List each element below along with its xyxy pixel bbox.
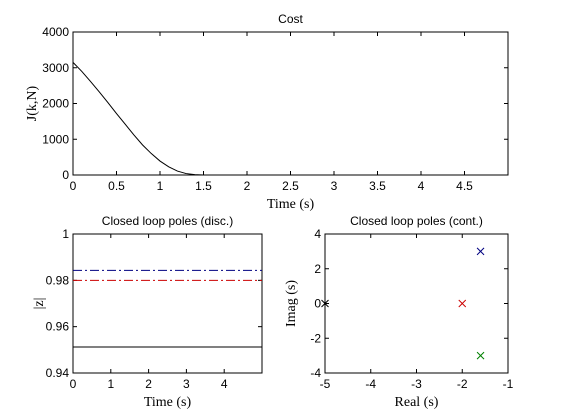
cost-y-tick-label: 4000 bbox=[42, 25, 69, 39]
disc-y-tick-label: 0.94 bbox=[46, 366, 70, 380]
cost-title: Cost bbox=[278, 12, 303, 26]
cont-pole-marker-0 bbox=[476, 247, 485, 256]
disc-x-tick-label: 3 bbox=[183, 377, 190, 391]
cost-axes: 0 0.5 1 1.5 2 2.5 3 3.5 4 4.5 0 1000 2000 3000 4000 Cos… bbox=[25, 12, 509, 212]
disc-x-tick-label: 1 bbox=[107, 377, 114, 391]
cost-plot-area bbox=[72, 31, 509, 176]
cost-x-tick-label: 1 bbox=[157, 179, 164, 193]
cont-y-axis-label: Imag (s) bbox=[284, 280, 299, 327]
cost-x-tick-label: 4.5 bbox=[456, 179, 473, 193]
cost-x-axis-label: Time (s) bbox=[267, 197, 315, 212]
cont-pole-marker-stroke bbox=[321, 299, 329, 308]
cont-x-tick-label: -4 bbox=[365, 377, 376, 391]
disc-x-tick-label: 2 bbox=[145, 377, 152, 391]
cont-x-tick-label: -5 bbox=[320, 377, 331, 391]
disc-x-tick-label: 4 bbox=[221, 377, 228, 391]
cost-x-tick-label: 1.5 bbox=[195, 179, 212, 193]
disc-y-tick-label: 1 bbox=[62, 227, 69, 241]
cont-y-tick-label: 4 bbox=[314, 227, 321, 241]
cost-x-tick-label: 2.5 bbox=[282, 179, 299, 193]
cont-y-tick-label: 2 bbox=[314, 262, 321, 276]
cost-y-axis-label: J(k,N) bbox=[25, 85, 40, 121]
disc-title: Closed loop poles (disc.) bbox=[102, 214, 233, 228]
cost-y-tick-label: 3000 bbox=[42, 61, 69, 75]
cost-x-tick-label: 3 bbox=[331, 179, 338, 193]
cont-pole-marker-stroke bbox=[458, 299, 467, 308]
cont-pole-marker-stroke bbox=[476, 247, 485, 256]
cont-x-tick-label: -3 bbox=[411, 377, 422, 391]
cont-pole-marker-1 bbox=[458, 299, 467, 308]
cont-pole-marker-stroke bbox=[476, 351, 485, 360]
cont-plot-area bbox=[324, 233, 509, 374]
cont-pole-marker-2 bbox=[476, 351, 485, 360]
cost-y-tick-label: 1000 bbox=[42, 132, 69, 146]
cont-x-tick-label: -1 bbox=[503, 377, 514, 391]
cont-x-axis-label: Real (s) bbox=[395, 395, 439, 410]
cost-x-tick-label: 0 bbox=[70, 179, 77, 193]
disc-axes: 0 1 2 3 4 0.94 0.96 0.98 1 Closed loop poles (dis… bbox=[32, 214, 263, 410]
disc-y-axis-label: |z| bbox=[32, 298, 47, 310]
cont-x-tick-label: -2 bbox=[457, 377, 468, 391]
cost-x-tick-label: 0.5 bbox=[108, 179, 125, 193]
disc-x-axis-label: Time (s) bbox=[144, 395, 192, 410]
cost-y-tick-label: 2000 bbox=[42, 97, 69, 111]
cont-y-tick-label: -4 bbox=[310, 366, 321, 380]
cost-series-line-0 bbox=[72, 62, 508, 176]
cost-y-tick-label: 0 bbox=[62, 168, 69, 182]
cont-y-tick-label: -2 bbox=[310, 331, 321, 345]
disc-y-tick-label: 0.96 bbox=[46, 320, 70, 334]
cost-x-tick-label: 3.5 bbox=[369, 179, 386, 193]
disc-x-tick-label: 0 bbox=[70, 377, 77, 391]
cont-pole-marker-3 bbox=[321, 299, 329, 308]
cost-x-tick-label: 4 bbox=[418, 179, 425, 193]
disc-y-tick-label: 0.98 bbox=[46, 273, 70, 287]
cont-title: Closed loop poles (cont.) bbox=[350, 214, 483, 228]
cost-x-tick-label: 2 bbox=[244, 179, 251, 193]
cont-y-tick-label: 0 bbox=[314, 297, 321, 311]
disc-plot-area bbox=[72, 233, 263, 374]
